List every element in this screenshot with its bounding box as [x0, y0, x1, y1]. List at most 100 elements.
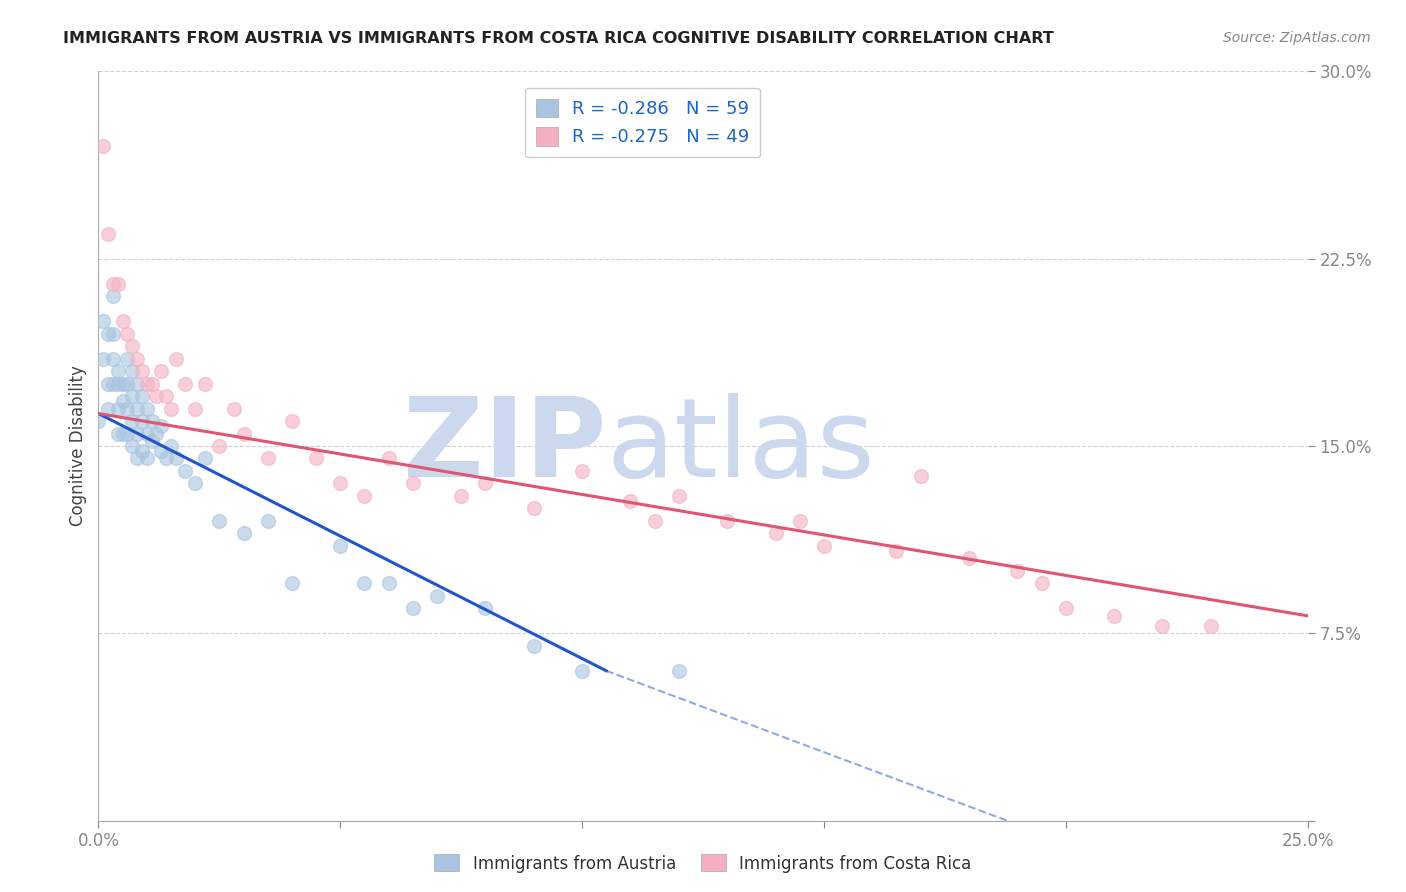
Point: [523, 639, 546, 653]
Point: [131, 444, 153, 458]
Point: [121, 439, 143, 453]
Point: [107, 277, 129, 291]
Text: atlas: atlas: [606, 392, 875, 500]
Point: [450, 489, 472, 503]
Point: [160, 439, 183, 453]
Point: [174, 376, 197, 391]
Point: [131, 389, 153, 403]
Point: [256, 451, 278, 466]
Point: [101, 351, 124, 366]
Point: [127, 426, 149, 441]
Y-axis label: Cognitive Disability: Cognitive Disability: [69, 366, 87, 526]
Point: [91, 314, 114, 328]
Point: [1007, 564, 1029, 578]
Point: [141, 434, 163, 448]
Point: [117, 326, 139, 341]
Point: [97, 376, 120, 391]
Point: [127, 401, 149, 416]
Point: [121, 364, 143, 378]
Point: [121, 389, 143, 403]
Point: [184, 476, 207, 491]
Point: [141, 414, 163, 428]
Point: [121, 339, 143, 353]
Point: [232, 426, 254, 441]
Point: [377, 451, 399, 466]
Point: [117, 351, 139, 366]
Point: [222, 401, 245, 416]
Text: ZIP: ZIP: [404, 392, 606, 500]
Point: [107, 364, 129, 378]
Point: [353, 489, 375, 503]
Point: [145, 389, 167, 403]
Point: [281, 414, 304, 428]
Point: [194, 451, 217, 466]
Point: [474, 476, 496, 491]
Point: [619, 494, 641, 508]
Text: Source: ZipAtlas.com: Source: ZipAtlas.com: [1223, 31, 1371, 45]
Point: [107, 401, 129, 416]
Point: [117, 401, 139, 416]
Point: [127, 351, 149, 366]
Point: [150, 444, 173, 458]
Point: [377, 576, 399, 591]
Point: [117, 376, 139, 391]
Point: [402, 601, 425, 615]
Point: [135, 376, 157, 391]
Point: [716, 514, 738, 528]
Point: [281, 576, 304, 591]
Point: [208, 514, 231, 528]
Point: [111, 376, 134, 391]
Point: [111, 314, 134, 328]
Point: [402, 476, 425, 491]
Point: [145, 426, 167, 441]
Point: [426, 589, 449, 603]
Point: [644, 514, 666, 528]
Point: [232, 526, 254, 541]
Point: [1054, 601, 1077, 615]
Point: [117, 426, 139, 441]
Point: [155, 389, 177, 403]
Point: [131, 364, 153, 378]
Point: [101, 277, 124, 291]
Point: [150, 419, 173, 434]
Point: [789, 514, 811, 528]
Point: [131, 414, 153, 428]
Point: [141, 376, 163, 391]
Point: [135, 401, 157, 416]
Point: [813, 539, 835, 553]
Point: [127, 376, 149, 391]
Point: [107, 426, 129, 441]
Point: [329, 539, 352, 553]
Point: [121, 414, 143, 428]
Point: [101, 326, 124, 341]
Point: [194, 376, 217, 391]
Point: [329, 476, 352, 491]
Legend: Immigrants from Austria, Immigrants from Costa Rica: Immigrants from Austria, Immigrants from…: [427, 847, 979, 880]
Point: [150, 364, 173, 378]
Point: [957, 551, 980, 566]
Point: [97, 401, 120, 416]
Point: [97, 227, 120, 241]
Text: IMMIGRANTS FROM AUSTRIA VS IMMIGRANTS FROM COSTA RICA COGNITIVE DISABILITY CORRE: IMMIGRANTS FROM AUSTRIA VS IMMIGRANTS FR…: [63, 31, 1054, 46]
Point: [668, 664, 690, 678]
Point: [87, 414, 110, 428]
Point: [101, 289, 124, 303]
Point: [1031, 576, 1053, 591]
Point: [353, 576, 375, 591]
Point: [1199, 619, 1222, 633]
Point: [571, 464, 593, 478]
Legend: R = -0.286   N = 59, R = -0.275   N = 49: R = -0.286 N = 59, R = -0.275 N = 49: [524, 88, 761, 157]
Point: [765, 526, 787, 541]
Point: [1152, 619, 1174, 633]
Point: [160, 401, 183, 416]
Point: [174, 464, 197, 478]
Point: [208, 439, 231, 453]
Point: [256, 514, 278, 528]
Point: [91, 139, 114, 153]
Point: [474, 601, 496, 615]
Point: [127, 451, 149, 466]
Point: [165, 351, 187, 366]
Point: [523, 501, 546, 516]
Point: [155, 451, 177, 466]
Point: [91, 351, 114, 366]
